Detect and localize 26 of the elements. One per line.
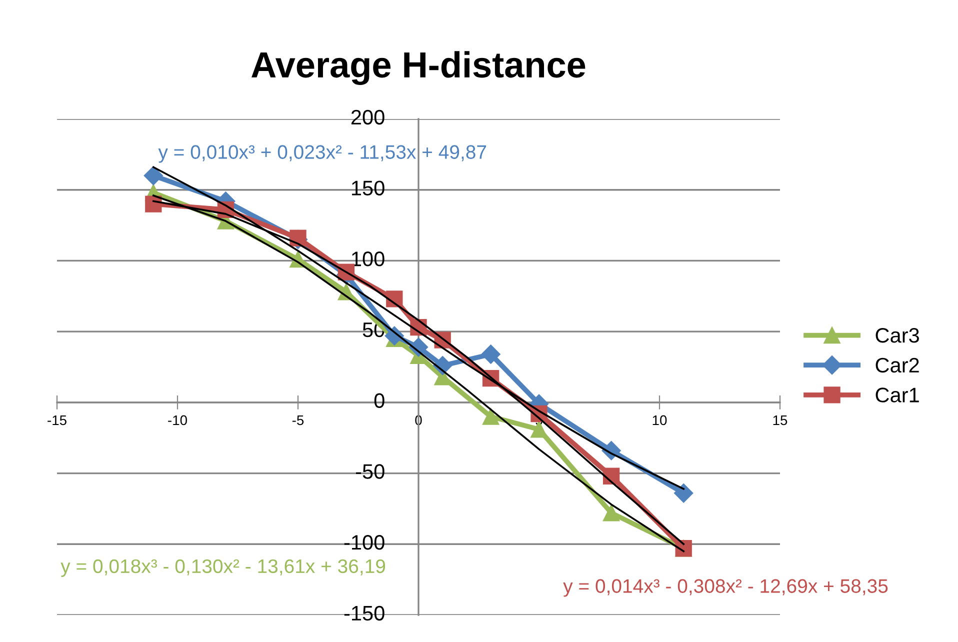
x-tick-label: -5 [292,415,304,426]
y-tick-label: 200 [351,110,384,125]
annotation: y = 0,014x³ - 0,308x² - 12,69x + 58,35 [563,579,888,597]
x-tick-label: -15 [48,415,66,426]
point [674,484,694,503]
point [530,421,548,438]
point [482,408,500,425]
legend-label: Car2 [876,358,919,373]
annotation: y = 0,010x³ + 0,023x² - 11,53x + 49,87 [158,145,486,163]
y-tick-label: -50 [356,464,384,479]
y-tick-label: 150 [352,180,384,196]
annotation: y = 0,018x³ - 0,130x² - 13,61x + 36,19 [60,559,386,577]
point [602,504,620,522]
x-tick-label: 15 [773,415,788,426]
x-tick-label: -10 [168,415,187,426]
chart-title: Average H-distance [252,51,586,85]
x-tick-label: 10 [652,415,667,426]
legend-label: Car3 [876,328,919,343]
y-tick-label: -100 [344,534,384,550]
y-tick-label: 0 [374,393,384,408]
point [481,344,500,364]
point [290,230,306,246]
y-tick-label: 100 [352,252,384,266]
legend-label: Car1 [876,388,919,402]
y-tick-label: -150 [344,606,384,621]
point [144,166,163,186]
